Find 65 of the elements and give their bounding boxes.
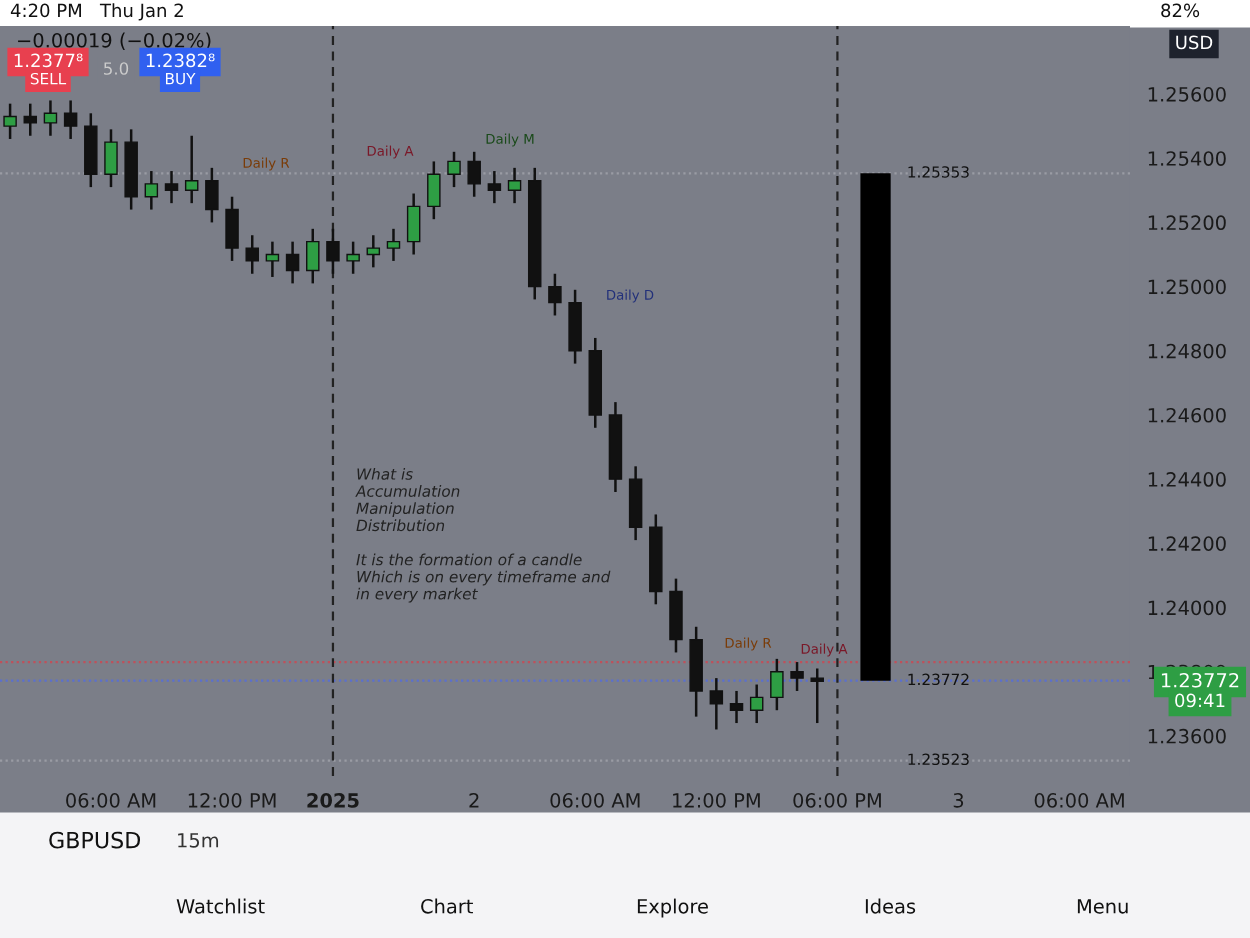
candlestick — [285, 240, 300, 285]
annotation: 1.2382⁸ — [146, 53, 215, 68]
candlestick — [366, 233, 381, 269]
x-tick-label: 2025 — [307, 793, 359, 808]
y-tick-label: 1.24800 — [1148, 343, 1226, 359]
candlestick — [23, 102, 38, 138]
y-tick-label: 1.25000 — [1148, 279, 1226, 295]
text: 09:41 — [1175, 693, 1225, 708]
candlestick — [447, 150, 461, 189]
x-tick-label: 06:00 AM — [550, 793, 640, 808]
text: Chart — [421, 898, 473, 914]
candlestick — [306, 227, 320, 285]
y-tick-label: 1.25600 — [1148, 86, 1226, 102]
text: Explore — [637, 898, 708, 918]
x-tick-label: 06:00 AM — [66, 793, 156, 808]
x-tick-label: 06:00 PM — [793, 793, 881, 808]
candlestick — [205, 166, 219, 224]
x-tick-label: 2 — [469, 793, 479, 808]
candlestick — [487, 169, 502, 205]
candlestick — [427, 160, 441, 221]
annotation: −0.00019 (−0.02%) — [18, 32, 211, 50]
candlestick — [790, 660, 804, 693]
y-tick-label: 1.24600 — [1148, 407, 1226, 423]
candlestick — [346, 240, 360, 275]
x-tick-label: 3 — [953, 793, 964, 808]
annotation: 1.2377⁸ — [14, 53, 83, 68]
candlestick — [164, 169, 179, 205]
x-tick-label: 06:00 AM — [1034, 793, 1124, 808]
text: Menu — [1077, 899, 1128, 914]
candlestick — [63, 99, 78, 141]
text: 4:20 PM Thu Jan 2 — [10, 3, 183, 21]
candlestick — [225, 195, 239, 263]
annotation: 5.0 — [104, 62, 129, 75]
x-tick-label: 12:00 PM — [188, 793, 276, 808]
candlestick — [729, 689, 744, 725]
candlestick — [3, 102, 17, 141]
candlestick — [548, 272, 562, 317]
x-tick-label: 12:00 PM — [673, 793, 760, 808]
text: GBPUSD — [49, 831, 141, 849]
y-tick-label: 1.24400 — [1148, 472, 1226, 487]
y-tick-label: 1.25400 — [1148, 151, 1226, 166]
candlestick — [507, 166, 522, 205]
y-tick-label: 1.23600 — [1148, 728, 1226, 744]
candlestick — [265, 240, 280, 279]
text: 15m — [178, 833, 219, 848]
candlestick — [144, 169, 159, 211]
candlestick — [245, 233, 259, 275]
candlestick — [184, 134, 199, 205]
text: Watchlist — [176, 898, 265, 914]
candlestick — [749, 683, 764, 725]
text: Ideas — [865, 898, 916, 914]
y-tick-label: 1.24200 — [1148, 536, 1226, 551]
y-tick-label: 1.24000 — [1148, 600, 1226, 616]
candlestick — [709, 676, 724, 731]
candlestick — [386, 227, 401, 263]
candlestick — [43, 99, 58, 138]
text: USD — [1176, 35, 1213, 50]
candlestick — [406, 192, 421, 256]
candlestick — [770, 657, 784, 712]
y-tick-label: 1.25200 — [1148, 215, 1226, 231]
candlestick — [467, 150, 481, 198]
candlestick — [326, 227, 340, 275]
candlestick — [104, 128, 118, 189]
text: 82% — [1161, 3, 1200, 18]
candlestick — [810, 667, 824, 725]
